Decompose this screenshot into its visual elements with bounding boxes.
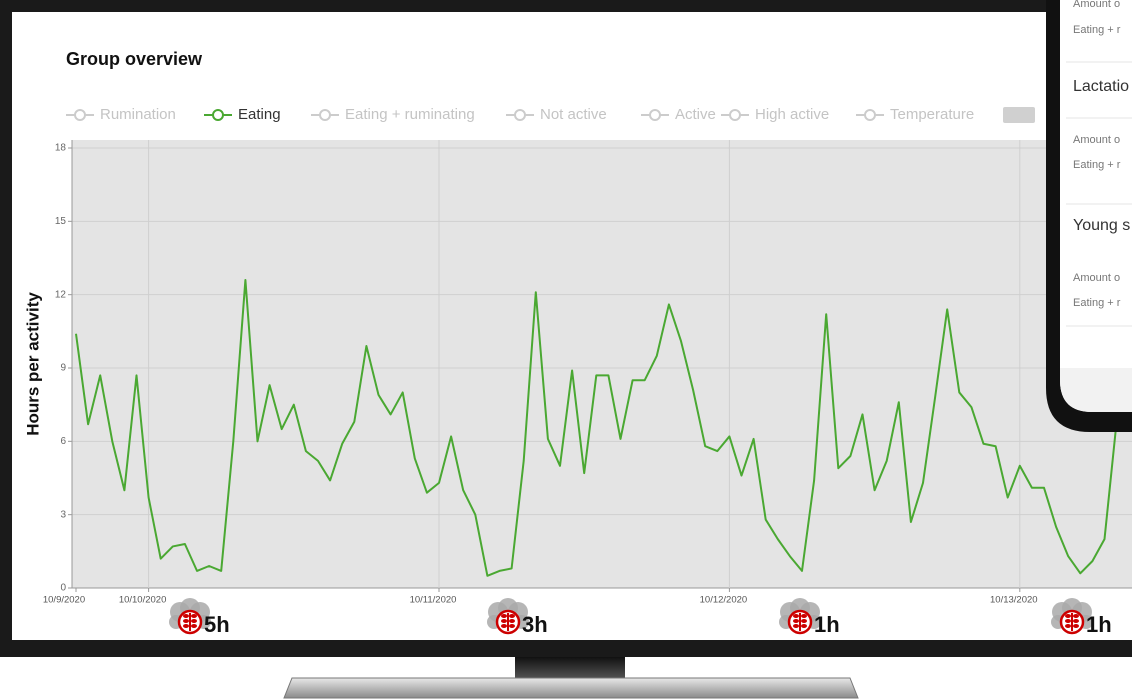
phone: Amount o Eating + r Lactatio Amount o Eating…	[1046, 0, 1132, 432]
y-tick-label: 12	[55, 289, 67, 300]
icon-grain	[191, 619, 197, 623]
x-tick-label: 10/13/2020	[990, 595, 1038, 606]
annotation-icon	[1051, 598, 1093, 635]
icon-grain	[509, 624, 515, 628]
icon-grain	[509, 619, 515, 623]
icon-grain	[501, 624, 507, 628]
y-tick-label: 0	[60, 583, 66, 594]
x-tick-label: 10/11/2020	[410, 595, 457, 606]
tv-base	[283, 677, 859, 699]
annotation-icon	[779, 598, 821, 635]
legend-marker	[74, 109, 86, 121]
legend-label: Temperature	[890, 106, 974, 123]
y-axis-label: Hours per activity	[23, 292, 42, 436]
annotation-label: 5h	[204, 612, 230, 637]
phone-item: Amount o	[1073, 272, 1120, 284]
icon-grain	[191, 614, 197, 618]
icon-grain	[191, 624, 197, 628]
icon-grain	[1065, 614, 1071, 618]
legend-marker	[729, 109, 741, 121]
icon-grain	[1065, 624, 1071, 628]
legend-marker	[212, 109, 224, 121]
legend-marker	[649, 109, 661, 121]
chart-title: Group overview	[66, 49, 203, 69]
y-tick-label: 15	[55, 216, 67, 227]
icon-grain	[183, 619, 189, 623]
icon-grain	[183, 624, 189, 628]
icon-grain	[509, 614, 515, 618]
icon-grain	[1073, 614, 1079, 618]
y-tick-label: 18	[55, 143, 67, 154]
icon-grain	[183, 614, 189, 618]
phone-section-title: Young s	[1073, 217, 1130, 234]
phone-item: Eating + r	[1073, 297, 1121, 309]
x-tick-label: 10/9/2020	[43, 595, 85, 606]
phone-section-title: Lactatio	[1073, 78, 1129, 95]
x-tick-label: 10/12/2020	[700, 595, 748, 606]
icon-grain	[801, 619, 807, 623]
icon-grain	[793, 624, 799, 628]
plot-area	[72, 140, 1132, 588]
phone-item: Amount o	[1073, 134, 1120, 146]
icon-grain	[1073, 624, 1079, 628]
phone-screen	[1060, 0, 1132, 412]
legend-marker	[319, 109, 331, 121]
legend-marker	[514, 109, 526, 121]
phone-item: Eating + r	[1073, 159, 1121, 171]
legend-label: Eating + ruminating	[345, 106, 475, 123]
icon-grain	[501, 619, 507, 623]
icon-grain	[1065, 619, 1071, 623]
phone-item: Amount o	[1073, 0, 1120, 10]
icon-grain	[501, 614, 507, 618]
annotation-label: 3h	[522, 612, 548, 637]
icon-grain	[801, 624, 807, 628]
annotation-icon	[169, 598, 211, 635]
icon-grain	[793, 614, 799, 618]
legend-label: Eating	[238, 106, 281, 123]
data-line	[75, 279, 1118, 577]
legend-label: Not active	[540, 106, 607, 123]
icon-grain	[793, 619, 799, 623]
y-tick-label: 6	[60, 436, 66, 447]
plot: 0 3 6 9 12 15 18 10/9/2020 10/10/2020 10/11/2020 1…	[43, 140, 1132, 606]
legend-label: Active	[675, 106, 716, 123]
legend-swatch	[1003, 107, 1035, 123]
legend-marker	[864, 109, 876, 121]
phone-footer	[1060, 368, 1132, 412]
legend-label: Rumination	[100, 106, 176, 123]
annotation-label: 1h	[814, 612, 840, 637]
phone-item: Eating + r	[1073, 24, 1121, 36]
icon-grain	[1073, 619, 1079, 623]
annotation-icon	[487, 598, 529, 635]
legend-label: High active	[755, 106, 829, 123]
y-tick-label: 3	[60, 509, 66, 520]
x-tick-label: 10/10/2020	[119, 595, 167, 606]
y-tick-label: 9	[60, 363, 66, 374]
icon-grain	[801, 614, 807, 618]
annotation-label: 1h	[1086, 612, 1112, 637]
tv-neck	[515, 657, 625, 679]
